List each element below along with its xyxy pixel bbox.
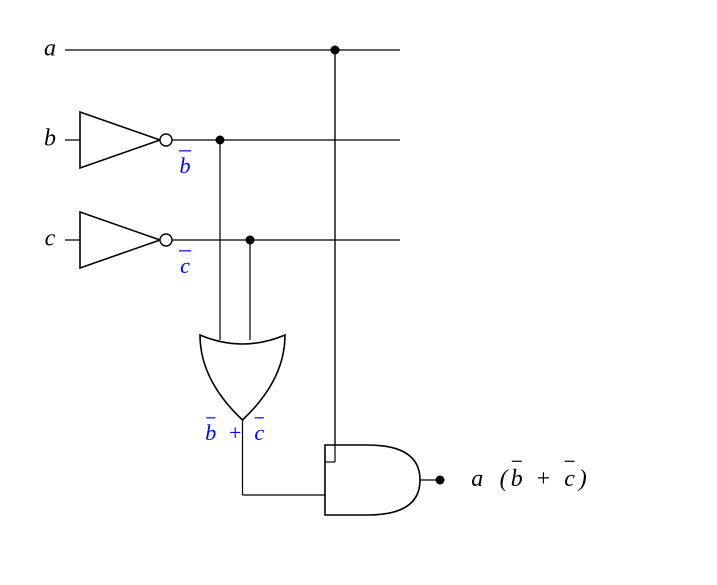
svg-text:b + c: b + c: [205, 420, 264, 445]
svg-text:a: a: [44, 36, 56, 62]
svg-text:b: b: [44, 126, 56, 152]
svg-text:c: c: [45, 226, 56, 252]
svg-text:c: c: [180, 253, 190, 278]
logic-circuit-diagram: a b c b c b + c a (b + c): [0, 0, 717, 585]
svg-text:b: b: [180, 153, 191, 178]
svg-text:a (b + c): a (b + c): [471, 466, 587, 492]
